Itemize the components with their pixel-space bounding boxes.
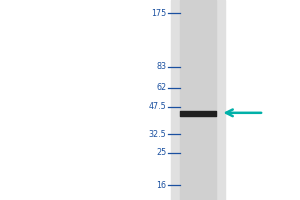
Text: 32.5: 32.5	[149, 130, 167, 139]
Text: 62: 62	[156, 83, 167, 92]
Text: 25: 25	[156, 148, 167, 157]
Bar	[171, 0, 225, 200]
Bar	[180, 0, 216, 200]
Text: 47.5: 47.5	[149, 102, 167, 111]
Text: 83: 83	[157, 62, 166, 71]
Text: 175: 175	[151, 9, 166, 18]
Text: 16: 16	[157, 181, 166, 190]
